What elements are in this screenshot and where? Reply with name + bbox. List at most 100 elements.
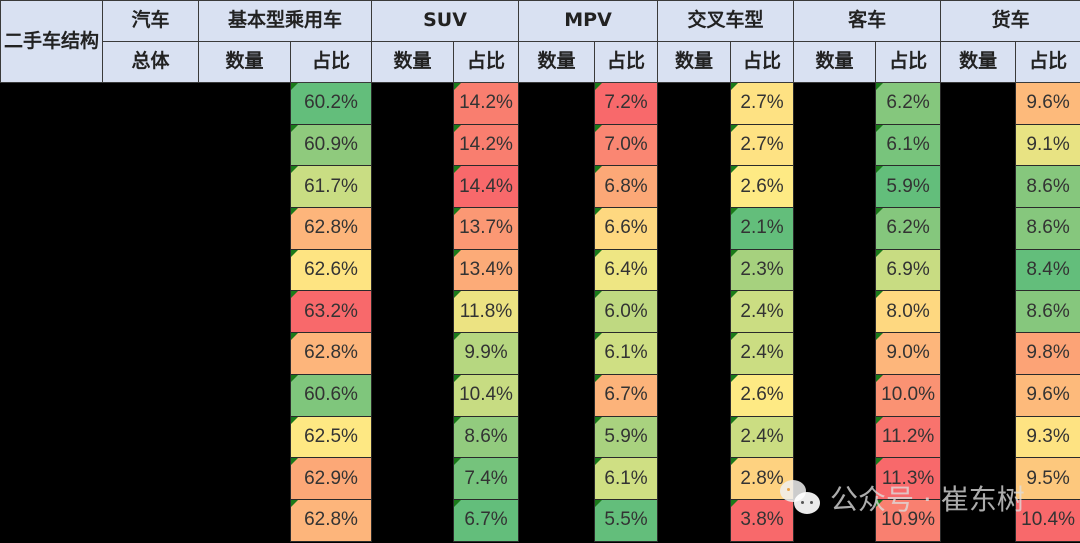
ratio-value: 6.7% — [464, 509, 508, 531]
suv-count-cell — [371, 82, 454, 125]
group-header-truck: 货车 — [940, 0, 1080, 42]
ratio-value: 10.0% — [881, 384, 935, 406]
subheader-total: 总体 — [102, 41, 199, 83]
error-indicator-icon — [291, 249, 298, 257]
ratio-value: 6.7% — [604, 384, 648, 406]
bus-ratio-cell: 10.0% — [875, 373, 942, 417]
suv-ratio-cell: 6.7% — [453, 498, 520, 542]
table-row: 62.6% 13.4% 6.4% 2.3% 6.9% 8.4% — [0, 248, 1080, 292]
subheader-count: 数量 — [657, 41, 732, 83]
suv-count-cell — [371, 374, 454, 416]
cross-ratio-cell: 2.3% — [730, 248, 795, 292]
suv-count-cell — [371, 124, 454, 166]
ratio-value: 14.4% — [459, 175, 513, 197]
error-indicator-icon — [731, 499, 739, 507]
error-indicator-icon — [876, 83, 884, 90]
error-indicator-icon — [876, 208, 884, 216]
error-indicator-icon — [731, 333, 739, 341]
error-indicator-icon — [876, 291, 884, 299]
row-label-cell — [0, 332, 103, 375]
table-row: 60.6% 10.4% 6.7% 2.6% 10.0% 9.6% — [0, 373, 1080, 417]
error-indicator-icon — [876, 124, 884, 132]
mpv-ratio-cell: 6.7% — [594, 373, 659, 417]
bus-count-cell — [793, 207, 876, 250]
ratio-value: 11.3% — [881, 467, 935, 489]
truck-ratio-cell: 9.5% — [1015, 457, 1080, 500]
mpv-count-cell — [518, 290, 595, 333]
mpv-count-cell — [518, 249, 595, 291]
suv-ratio-cell: 10.4% — [453, 373, 520, 417]
mpv-count-cell — [518, 207, 595, 250]
error-indicator-icon — [595, 374, 603, 382]
basic-count-cell — [198, 416, 291, 458]
error-indicator-icon — [876, 374, 884, 382]
error-indicator-icon — [454, 83, 462, 90]
row-label-cell — [0, 165, 103, 208]
cross-ratio-cell: 2.1% — [730, 207, 795, 250]
subheader-count: 数量 — [371, 41, 455, 83]
error-indicator-icon — [454, 124, 462, 132]
ratio-value: 60.9% — [304, 134, 358, 156]
suv-ratio-cell: 13.4% — [453, 248, 520, 292]
table-row: 62.9% 7.4% 6.1% 2.8% 11.3% 9.5% — [0, 457, 1080, 500]
suv-ratio-cell: 11.8% — [453, 290, 520, 334]
basic-count-cell — [198, 207, 291, 250]
ratio-value: 60.6% — [304, 384, 358, 406]
suv-ratio-cell: 8.6% — [453, 415, 520, 459]
ratio-value: 11.2% — [881, 425, 935, 447]
bus-count-cell — [793, 82, 876, 125]
truck-count-cell — [940, 249, 1016, 291]
basic-ratio-cell: 62.8% — [289, 332, 373, 375]
bus-ratio-cell: 6.1% — [875, 123, 942, 167]
basic-ratio-cell: 62.9% — [289, 457, 373, 500]
truck-ratio-cell: 8.6% — [1015, 207, 1080, 250]
suv-count-cell — [371, 416, 454, 458]
total-cell — [102, 499, 199, 542]
basic-ratio-cell: 62.8% — [289, 498, 373, 542]
truck-count-cell — [940, 499, 1016, 542]
error-indicator-icon — [454, 166, 462, 174]
suv-ratio-cell: 14.2% — [453, 82, 520, 125]
cross-count-cell — [657, 416, 731, 458]
table-row: 62.8% 9.9% 6.1% 2.4% 9.0% 9.8% — [0, 332, 1080, 375]
mpv-ratio-cell: 6.4% — [594, 248, 659, 292]
bus-count-cell — [793, 332, 876, 375]
mpv-count-cell — [518, 82, 595, 125]
bus-count-cell — [793, 290, 876, 333]
subheader-ratio: 占比 — [1015, 41, 1080, 83]
ratio-value: 14.2% — [459, 134, 513, 156]
error-indicator-icon — [595, 83, 603, 90]
basic-count-cell — [198, 499, 291, 542]
ratio-value: 6.0% — [604, 300, 648, 322]
table-body: 60.2% 14.2% 7.2% 2.7% 6.2% 9.6% 60.9% 14.2% 7.0%… — [0, 82, 1080, 542]
error-indicator-icon — [595, 166, 603, 174]
ratio-value: 9.5% — [1026, 467, 1070, 489]
mpv-count-cell — [518, 332, 595, 375]
cross-count-cell — [657, 499, 731, 542]
bus-count-cell — [793, 165, 876, 208]
error-indicator-icon — [291, 374, 298, 382]
error-indicator-icon — [595, 249, 603, 257]
table-row: 62.8% 6.7% 5.5% 3.8% 10.9% 10.4% — [0, 498, 1080, 542]
error-indicator-icon — [876, 416, 884, 424]
mpv-ratio-cell: 7.0% — [594, 123, 659, 167]
ratio-value: 6.4% — [604, 259, 648, 281]
table-row: 60.2% 14.2% 7.2% 2.7% 6.2% 9.6% — [0, 82, 1080, 125]
total-cell — [102, 165, 199, 208]
ratio-value: 9.3% — [1026, 425, 1070, 447]
error-indicator-icon — [595, 291, 603, 299]
basic-count-cell — [198, 457, 291, 500]
error-indicator-icon — [731, 291, 739, 299]
truck-ratio-cell: 9.6% — [1015, 373, 1080, 417]
row-label-cell — [0, 499, 103, 542]
truck-ratio-cell: 8.6% — [1015, 290, 1080, 334]
truck-count-cell — [940, 207, 1016, 250]
ratio-value: 60.2% — [304, 92, 358, 114]
truck-count-cell — [940, 124, 1016, 166]
ratio-value: 6.2% — [886, 92, 930, 114]
error-indicator-icon — [731, 83, 739, 90]
error-indicator-icon — [454, 291, 462, 299]
truck-ratio-cell: 9.6% — [1015, 82, 1080, 125]
basic-count-cell — [198, 82, 291, 125]
mpv-ratio-cell: 5.5% — [594, 498, 659, 542]
